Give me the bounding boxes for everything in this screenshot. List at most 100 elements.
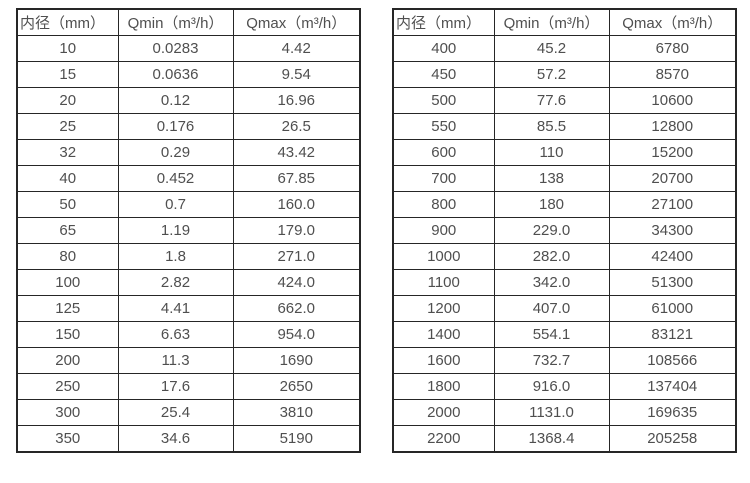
diameter-cell: 15 [16, 61, 119, 88]
diameter-cell: 350 [16, 425, 119, 453]
qmax-cell: 10600 [608, 87, 737, 114]
qmin-cell: 138 [493, 165, 610, 192]
qmax-cell: 83121 [608, 321, 737, 348]
qmax-cell: 67.85 [232, 165, 361, 192]
qmin-cell: 1131.0 [493, 399, 610, 426]
diameter-cell: 2000 [392, 399, 495, 426]
qmin-cell: 1368.4 [493, 425, 610, 453]
diameter-cell: 10 [16, 35, 119, 62]
qmin-cell: 342.0 [493, 269, 610, 296]
table-row: 1100 342.0 51300 [392, 269, 737, 296]
diameter-cell: 1100 [392, 269, 495, 296]
table-row: 20 0.12 16.96 [16, 87, 361, 114]
qmax-cell: 6780 [608, 35, 737, 62]
qmax-column-header: Qmax（m³/h） [608, 8, 737, 36]
table-row: 600 110 15200 [392, 139, 737, 166]
table-row: 40 0.452 67.85 [16, 165, 361, 192]
qmin-cell: 916.0 [493, 373, 610, 400]
qmin-cell: 0.29 [117, 139, 234, 166]
diameter-cell: 550 [392, 113, 495, 140]
table-row: 1000 282.0 42400 [392, 243, 737, 270]
qmin-cell: 180 [493, 191, 610, 218]
qmax-cell: 34300 [608, 217, 737, 244]
diameter-cell: 125 [16, 295, 119, 322]
qmin-cell: 1.8 [117, 243, 234, 270]
table-body: 10 0.0283 4.42 15 0.0636 9.54 20 0.12 16.96 25 0.1… [16, 35, 361, 453]
qmin-cell: 85.5 [493, 113, 610, 140]
table-row: 100 2.82 424.0 [16, 269, 361, 296]
diameter-cell: 300 [16, 399, 119, 426]
diameter-cell: 25 [16, 113, 119, 140]
qmin-cell: 2.82 [117, 269, 234, 296]
qmax-cell: 27100 [608, 191, 737, 218]
table-row: 450 57.2 8570 [392, 61, 737, 88]
qmin-cell: 282.0 [493, 243, 610, 270]
qmax-cell: 12800 [608, 113, 737, 140]
table-row: 15 0.0636 9.54 [16, 61, 361, 88]
qmax-cell: 1690 [232, 347, 361, 374]
diameter-cell: 1000 [392, 243, 495, 270]
qmin-cell: 0.7 [117, 191, 234, 218]
qmin-cell: 110 [493, 139, 610, 166]
diameter-cell: 800 [392, 191, 495, 218]
diameter-cell: 1400 [392, 321, 495, 348]
table-row: 300 25.4 3810 [16, 399, 361, 426]
table-row: 50 0.7 160.0 [16, 191, 361, 218]
diameter-column-header: 内径（mm） [16, 8, 119, 36]
qmin-cell: 407.0 [493, 295, 610, 322]
qmin-cell: 554.1 [493, 321, 610, 348]
table-row: 32 0.29 43.42 [16, 139, 361, 166]
diameter-cell: 1800 [392, 373, 495, 400]
qmin-cell: 77.6 [493, 87, 610, 114]
qmax-cell: 15200 [608, 139, 737, 166]
qmin-cell: 34.6 [117, 425, 234, 453]
qmax-cell: 51300 [608, 269, 737, 296]
flow-rate-table-large-diameters: 内径（mm） Qmin（m³/h） Qmax（m³/h） 400 45.2 6780… [392, 8, 737, 453]
diameter-cell: 600 [392, 139, 495, 166]
qmin-cell: 11.3 [117, 347, 234, 374]
diameter-cell: 500 [392, 87, 495, 114]
table-row: 65 1.19 179.0 [16, 217, 361, 244]
flow-rate-tables-container: 内径（mm） Qmin（m³/h） Qmax（m³/h） 10 0.0283 4.4… [16, 8, 737, 453]
qmax-cell: 61000 [608, 295, 737, 322]
table-row: 500 77.6 10600 [392, 87, 737, 114]
table-header: 内径（mm） Qmin（m³/h） Qmax（m³/h） [392, 8, 737, 36]
qmax-cell: 26.5 [232, 113, 361, 140]
table-row: 350 34.6 5190 [16, 425, 361, 453]
qmin-cell: 0.12 [117, 87, 234, 114]
qmax-cell: 5190 [232, 425, 361, 453]
header-row: 内径（mm） Qmin（m³/h） Qmax（m³/h） [392, 8, 737, 36]
qmin-cell: 229.0 [493, 217, 610, 244]
table-body: 400 45.2 6780 450 57.2 8570 500 77.6 10600 550 85.… [392, 35, 737, 453]
diameter-cell: 32 [16, 139, 119, 166]
diameter-cell: 100 [16, 269, 119, 296]
table-row: 1400 554.1 83121 [392, 321, 737, 348]
table-row: 1200 407.0 61000 [392, 295, 737, 322]
qmax-cell: 160.0 [232, 191, 361, 218]
table-row: 800 180 27100 [392, 191, 737, 218]
diameter-cell: 50 [16, 191, 119, 218]
qmin-cell: 0.0283 [117, 35, 234, 62]
diameter-cell: 1200 [392, 295, 495, 322]
diameter-cell: 20 [16, 87, 119, 114]
table-row: 150 6.63 954.0 [16, 321, 361, 348]
qmin-cell: 1.19 [117, 217, 234, 244]
qmin-cell: 0.176 [117, 113, 234, 140]
qmin-cell: 25.4 [117, 399, 234, 426]
table-row: 1600 732.7 108566 [392, 347, 737, 374]
qmax-cell: 954.0 [232, 321, 361, 348]
table-row: 10 0.0283 4.42 [16, 35, 361, 62]
diameter-cell: 2200 [392, 425, 495, 453]
qmax-cell: 424.0 [232, 269, 361, 296]
qmin-cell: 57.2 [493, 61, 610, 88]
table-row: 250 17.6 2650 [16, 373, 361, 400]
qmax-cell: 3810 [232, 399, 361, 426]
qmax-cell: 43.42 [232, 139, 361, 166]
qmax-cell: 8570 [608, 61, 737, 88]
qmax-cell: 179.0 [232, 217, 361, 244]
qmax-cell: 4.42 [232, 35, 361, 62]
diameter-column-header: 内径（mm） [392, 8, 495, 36]
flow-rate-table-small-diameters: 内径（mm） Qmin（m³/h） Qmax（m³/h） 10 0.0283 4.4… [16, 8, 361, 453]
qmax-cell: 2650 [232, 373, 361, 400]
diameter-cell: 1600 [392, 347, 495, 374]
